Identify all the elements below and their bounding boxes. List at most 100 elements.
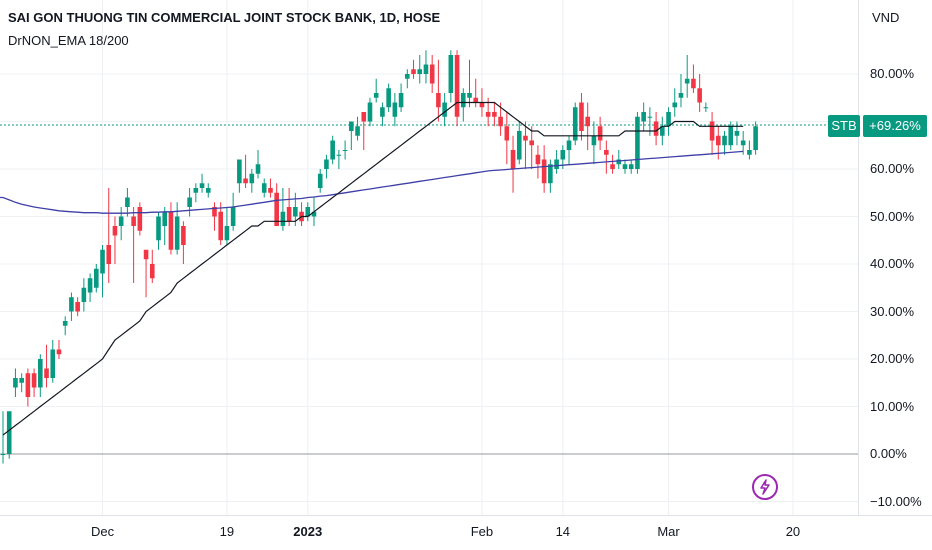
candle-body (672, 102, 678, 108)
candle-body (230, 207, 236, 226)
last-price-tag: +69.26% (863, 115, 927, 137)
price-scale-label: 30.00% (870, 303, 915, 319)
candle-body (286, 207, 292, 222)
candle-body (653, 121, 659, 136)
candle-body (274, 192, 279, 226)
candle-body (740, 140, 746, 146)
time-scale-label: 2023 (293, 524, 323, 539)
candle-body (25, 373, 31, 397)
candle-body (87, 278, 93, 293)
candle-body (125, 197, 130, 207)
candle-body (647, 116, 653, 118)
candle-body (268, 188, 273, 193)
candle-body (684, 78, 690, 84)
candle-body (317, 173, 323, 188)
candle-body (212, 207, 217, 217)
candle-body (485, 112, 491, 117)
symbol-title[interactable]: SAI GON THUONG TIN COMMERCIAL JOINT STOC… (8, 10, 441, 25)
candle-body (604, 150, 609, 155)
candle-body (280, 211, 286, 226)
candle-body (716, 135, 721, 146)
candle-body (734, 131, 740, 136)
symbol-price-tag: STB (828, 115, 860, 137)
candle-body (622, 164, 628, 169)
candle-body (187, 197, 192, 207)
candle-body (237, 159, 242, 184)
candle-body (106, 245, 112, 264)
candle-body (635, 116, 640, 169)
candle-body (448, 55, 454, 93)
time-scale-label: Feb (470, 524, 494, 539)
candle-body (442, 102, 447, 117)
candle-body (100, 249, 105, 274)
candle-body (31, 373, 37, 388)
candle-body (554, 159, 559, 169)
candle-body (56, 349, 62, 355)
candle-body (311, 211, 317, 217)
candle-body (460, 93, 466, 108)
candle-body (293, 207, 298, 217)
candle-body (174, 216, 180, 250)
candle-body (69, 297, 74, 312)
candle-body (355, 126, 360, 136)
candle-body (691, 78, 696, 89)
candle-body (429, 64, 435, 84)
time-scale-label: 19 (219, 524, 235, 539)
candle-body (411, 69, 416, 74)
candles (0, 50, 758, 464)
candle-body (149, 264, 155, 279)
price-scale-label: 20.00% (870, 351, 915, 366)
candle-body (143, 249, 149, 260)
candle-body (162, 211, 168, 226)
candle-body (243, 178, 248, 184)
candle-body (224, 226, 230, 241)
candle-body (6, 411, 12, 454)
candle-body (523, 135, 528, 141)
candle-body (678, 93, 684, 98)
price-scale-label: −10.00% (870, 493, 922, 509)
candle-body (722, 135, 727, 146)
candle-body (616, 159, 622, 165)
candle-body (112, 226, 118, 236)
candle-body (398, 93, 404, 108)
candle-body (19, 378, 24, 383)
candle-body (392, 102, 398, 117)
candle-body (94, 268, 99, 288)
candle-body (516, 131, 522, 160)
candle-body (454, 55, 460, 117)
ema-200-line (0, 150, 744, 214)
candle-body (492, 112, 497, 117)
candle-body (75, 302, 80, 312)
candle-body (205, 188, 211, 193)
candle-body (156, 216, 161, 241)
candle-body (697, 88, 702, 103)
time-scale-label: 20 (785, 524, 801, 539)
flash-icon[interactable] (752, 474, 778, 500)
candle-body (591, 135, 597, 146)
candle-body (81, 287, 87, 302)
candle-body (504, 126, 510, 141)
indicator-label[interactable]: DrNON_EMA 18/200 (8, 33, 129, 48)
candle-body (181, 226, 186, 245)
candle-body (479, 102, 485, 108)
candle-body (548, 164, 553, 184)
candle-body (367, 102, 373, 122)
candle-body (50, 349, 56, 378)
time-scale-label: 14 (555, 524, 571, 539)
candle-body (436, 93, 441, 108)
candle-body (168, 211, 174, 250)
candle-body (747, 150, 752, 155)
candle-body (566, 140, 572, 150)
candle-body (597, 126, 603, 141)
candle-body (218, 211, 223, 241)
chart-grid (0, 0, 858, 515)
candle-body (137, 207, 143, 231)
candle-body (330, 140, 335, 160)
candle-body (324, 159, 329, 169)
candle-body (118, 216, 124, 226)
price-scale-label: 0.00% (870, 446, 907, 461)
candle-body (753, 126, 758, 150)
candle-body (342, 150, 348, 151)
price-scale-label: 60.00% (870, 161, 915, 176)
